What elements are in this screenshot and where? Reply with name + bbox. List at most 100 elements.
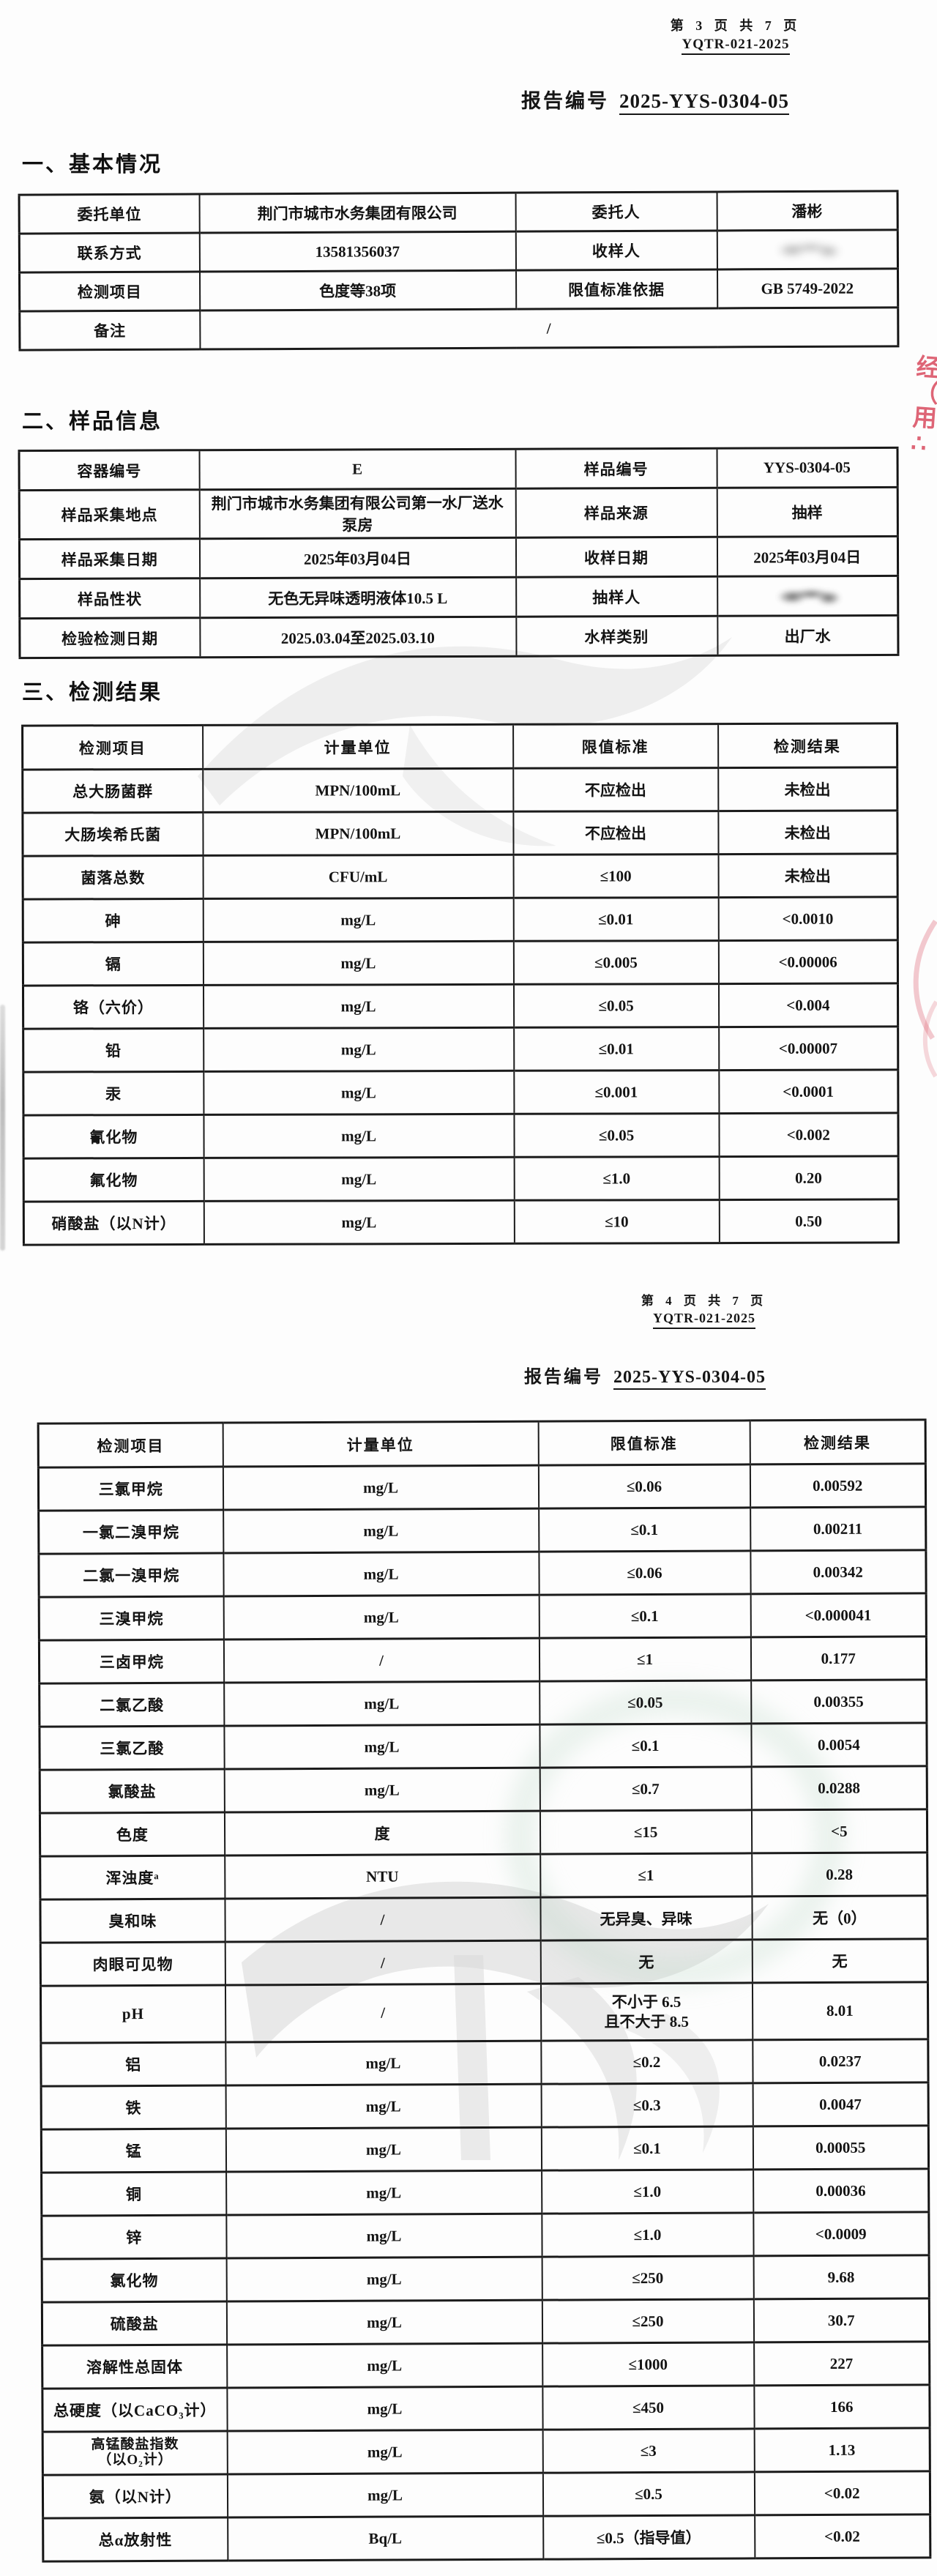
page3-doc-code: YQTR-021-2025 <box>682 36 790 56</box>
field-label: 收样人 <box>515 230 717 271</box>
result-unit: mg/L <box>227 2430 543 2475</box>
result-item-name: 臭和味 <box>40 1899 225 1943</box>
result-unit: CFU/mL <box>203 855 514 899</box>
result-row: 三溴甲烷 mg/L ≤0.1 <0.000041 <box>39 1593 927 1641</box>
result-limit: ≤0.1 <box>539 1593 751 1639</box>
result-item-name: 铬（六价） <box>23 985 204 1030</box>
results-table-page3: 检测项目 计量单位 限值标准 检测结果 总大肠菌群 MPN/100mL 不应检出 未检出 大肠… <box>21 722 900 1246</box>
basic-info-table: 委托单位 荆门市城市水务集团有限公司 委托人 潘彬 联系方式 13581356037 收样人… <box>18 190 900 351</box>
result-limit: 不应检出 <box>512 767 718 812</box>
result-limit: ≤1.0 <box>541 2169 753 2214</box>
page3-corner-header: 第 3 页 共 7 页 YQTR-021-2025 <box>659 18 813 56</box>
result-unit: mg/L <box>223 1508 539 1554</box>
field-label: 样品来源 <box>515 488 717 538</box>
result-value: 1.13 <box>754 2427 930 2472</box>
result-item-name: 氯化物 <box>42 2258 227 2303</box>
result-item-name: 菌落总数 <box>23 855 204 900</box>
field-value <box>717 229 898 269</box>
result-item-name: 氟化物 <box>23 1158 204 1202</box>
result-row: 氟化物 mg/L ≤1.0 0.20 <box>23 1155 899 1202</box>
info-row: 容器编号 E 样品编号 YYS-0304-05 <box>19 447 898 491</box>
report-number-label: 报告编号 <box>521 90 609 112</box>
column-header: 检测结果 <box>750 1419 926 1464</box>
column-header: 限值标准 <box>538 1420 750 1466</box>
result-unit: mg/L <box>203 1114 515 1158</box>
result-row: 砷 mg/L ≤0.01 <0.0010 <box>23 896 898 943</box>
result-unit: MPN/100mL <box>202 768 513 813</box>
field-label: 容器编号 <box>19 450 200 491</box>
result-value: 0.50 <box>719 1199 899 1243</box>
field-value: E <box>199 449 516 490</box>
field-value <box>717 576 898 617</box>
field-label: 联系方式 <box>19 233 200 273</box>
result-item-name: 镉 <box>23 942 204 986</box>
result-value: 0.0237 <box>752 2039 929 2083</box>
result-unit: / <box>225 1940 541 1986</box>
result-row: 三卤甲烷 / ≤1 0.177 <box>39 1636 927 1684</box>
result-unit: mg/L <box>223 1552 540 1597</box>
result-value: 0.0054 <box>750 1722 927 1767</box>
result-row: 铝 mg/L ≤0.2 0.0237 <box>40 2039 929 2087</box>
result-unit: mg/L <box>225 2041 542 2086</box>
report-number-value: 2025-YYS-0304-05 <box>619 90 789 115</box>
result-limit: ≤0.05 <box>539 1680 751 1725</box>
result-unit: MPN/100mL <box>202 811 514 856</box>
report-number-label: 报告编号 <box>524 1368 603 1387</box>
field-label: 样品性状 <box>19 578 200 619</box>
result-row: 色度度 ≤15 <5 <box>40 1809 927 1857</box>
result-item-name: 溶解性总固体 <box>42 2345 227 2389</box>
result-limit: ≤0.5 <box>542 2471 755 2517</box>
field-value: 潘彬 <box>717 190 898 231</box>
result-value: <0.0009 <box>753 2211 930 2256</box>
result-limit: ≤0.06 <box>538 1464 750 1509</box>
result-item-name: 三氯乙酸 <box>39 1726 225 1771</box>
result-unit: mg/L <box>203 941 514 986</box>
results-table-page4: 检测项目 计量单位 限值标准 检测结果 三氯甲烷 mg/L ≤0.06 0.00592 一氯二… <box>37 1418 932 2563</box>
result-unit: mg/L <box>203 1027 514 1072</box>
result-limit: ≤1.0 <box>541 2212 754 2257</box>
result-limit: ≤0.01 <box>513 897 719 942</box>
red-stamp-char: ∴ <box>910 430 927 458</box>
result-row: 氯化物 mg/L ≤250 9.68 <box>42 2255 930 2303</box>
result-row: 二氯乙酸 mg/L ≤0.05 0.00355 <box>39 1679 927 1727</box>
field-value: 出厂水 <box>717 615 898 656</box>
result-item-name: 硝酸盐（以N计） <box>23 1201 204 1246</box>
red-stamp-char: 经 <box>915 354 937 383</box>
result-row: 三氯乙酸 mg/L ≤0.1 0.0054 <box>39 1722 927 1771</box>
info-row: 检测项目 色度等38项 限值标准依据 GB 5749-2022 <box>19 268 898 312</box>
result-unit: mg/L <box>203 1071 514 1115</box>
section-title-results: 三、检测结果 <box>22 681 163 704</box>
result-row: 铅 mg/L ≤0.01 <0.00007 <box>23 1026 898 1073</box>
result-limit: ≤0.005 <box>513 940 719 985</box>
page4-corner-header: 第 4 页 共 7 页 YQTR-021-2025 <box>631 1293 777 1329</box>
result-value: 0.00036 <box>753 2168 929 2213</box>
result-row: 汞 mg/L ≤0.001 <0.0001 <box>23 1069 898 1116</box>
field-label: 委托人 <box>515 191 717 232</box>
result-limit: ≤0.3 <box>541 2082 753 2128</box>
sample-info-table: 容器编号 E 样品编号 YYS-0304-05 样品采集地点 荆门市城市水务集团有限公司第… <box>18 446 900 660</box>
result-item-name: 铜 <box>41 2172 226 2216</box>
result-limit: ≤0.05 <box>513 1113 720 1158</box>
result-item-name: 浑浊度ᵃ <box>40 1855 225 1900</box>
result-value: 0.00055 <box>753 2125 929 2170</box>
info-row: 样品采集日期 2025年03月04日 收样日期 2025年03月04日 <box>19 536 898 579</box>
info-row: 样品采集地点 荆门市城市水务集团有限公司第一水厂送水泵房 样品来源 抽样 <box>19 487 898 540</box>
result-item-name: 锰 <box>41 2129 226 2173</box>
result-limit: 不应检出 <box>512 811 719 855</box>
result-value: <0.004 <box>718 983 898 1027</box>
result-row: 铁 mg/L ≤0.3 0.0047 <box>41 2082 929 2130</box>
result-value: <0.00007 <box>718 1026 898 1071</box>
red-stamp-fragment: 经（用 ∴ <box>910 354 937 458</box>
result-row: 总大肠菌群 MPN/100mL 不应检出 未检出 <box>22 767 897 814</box>
result-unit: mg/L <box>203 984 514 1029</box>
result-row: 一氯二溴甲烷 mg/L ≤0.1 0.00211 <box>38 1506 926 1555</box>
field-value: 2025.03.04至2025.03.10 <box>199 617 516 658</box>
info-row: 委托单位 荆门市城市水务集团有限公司 委托人 潘彬 <box>19 190 898 234</box>
result-value: 30.7 <box>753 2298 930 2342</box>
result-unit: mg/L <box>223 1681 540 1727</box>
result-unit: mg/L <box>223 1595 540 1640</box>
field-value: 2025年03月04日 <box>717 536 898 577</box>
result-row: 硝酸盐（以N计） mg/L ≤10 0.50 <box>23 1199 899 1246</box>
result-limit: ≤0.05 <box>513 983 719 1028</box>
result-limit: ≤250 <box>542 2255 754 2301</box>
